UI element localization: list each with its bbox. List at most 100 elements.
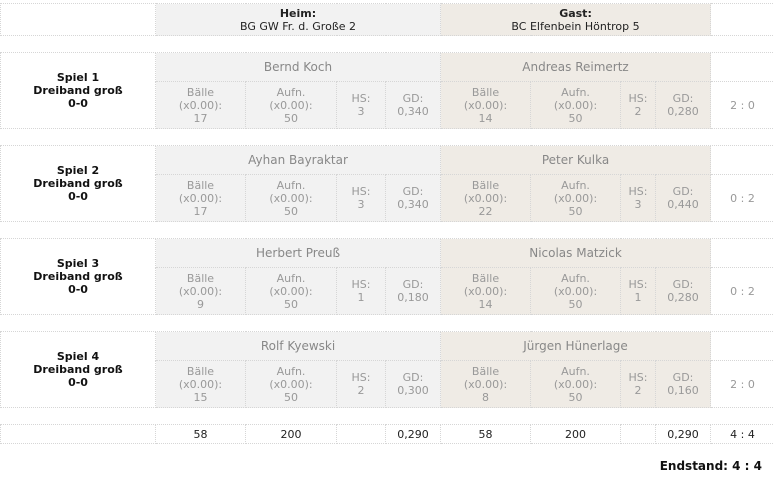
- gd-value: 0,440: [667, 198, 699, 211]
- totals-row: 58 200 0,290 58 200 0,290 4 : 4: [1, 425, 774, 444]
- game-title: Spiel 4: [57, 350, 99, 363]
- gd-label: GD:: [673, 185, 694, 198]
- home-gd: GD:0,340: [386, 82, 441, 129]
- balls-value: 22: [479, 205, 493, 218]
- spacer: [1, 315, 774, 332]
- game-result: 0 : 2: [711, 268, 774, 315]
- balls-value: 14: [479, 298, 493, 311]
- factor-label: (x0.00):: [554, 192, 597, 205]
- game-title: Spiel 3: [57, 257, 99, 270]
- home-innings: Aufn.(x0.00):50: [246, 82, 337, 129]
- home-gd: GD:0,340: [386, 175, 441, 222]
- gd-label: GD:: [673, 92, 694, 105]
- guest-gd: GD:0,280: [656, 82, 711, 129]
- factor-label: (x0.00):: [464, 378, 507, 391]
- innings-label: Aufn.: [561, 365, 590, 378]
- innings-value: 50: [284, 112, 298, 125]
- innings-label: Aufn.: [561, 272, 590, 285]
- home-balls: Bälle(x0.00):17: [156, 175, 246, 222]
- innings-label: Aufn.: [561, 86, 590, 99]
- home-team-header: Heim:BG GW Fr. d. Große 2: [156, 4, 441, 36]
- factor-label: (x0.00):: [179, 285, 222, 298]
- factor-label: (x0.00):: [179, 99, 222, 112]
- empty-cell: [711, 239, 774, 268]
- gd-value: 0,280: [667, 105, 699, 118]
- home-player-name: Bernd Koch: [156, 53, 441, 82]
- home-gd: GD:0,300: [386, 361, 441, 408]
- game-discipline: Dreiband groß: [33, 84, 122, 97]
- hs-label: HS:: [629, 185, 648, 198]
- home-innings: Aufn.(x0.00):50: [246, 268, 337, 315]
- gd-label: GD:: [403, 185, 424, 198]
- balls-label: Bälle: [472, 179, 499, 192]
- home-gd: GD:0,180: [386, 268, 441, 315]
- factor-label: (x0.00):: [269, 99, 312, 112]
- guest-team-name: BC Elfenbein Höntrop 5: [511, 20, 639, 33]
- hs-label: HS:: [629, 278, 648, 291]
- empty-cell: [711, 4, 774, 36]
- spacer-row: [1, 36, 774, 53]
- factor-label: (x0.00):: [269, 378, 312, 391]
- empty-cell: [711, 146, 774, 175]
- guest-total-balls: 58: [441, 425, 531, 444]
- spacer-row: [1, 129, 774, 146]
- home-total-innings: 200: [246, 425, 337, 444]
- gd-value: 0,300: [397, 384, 429, 397]
- balls-value: 17: [194, 112, 208, 125]
- innings-value: 50: [284, 391, 298, 404]
- team-header-row: Heim:BG GW Fr. d. Große 2 Gast:BC Elfenb…: [1, 4, 774, 36]
- guest-total-gd: 0,290: [656, 425, 711, 444]
- gd-label: GD:: [403, 92, 424, 105]
- factor-label: (x0.00):: [554, 378, 597, 391]
- guest-hs: HS:1: [621, 268, 656, 315]
- home-team-name: BG GW Fr. d. Große 2: [240, 20, 356, 33]
- total-result: 4 : 4: [711, 425, 774, 444]
- hs-label: HS:: [352, 371, 371, 384]
- gd-value: 0,340: [397, 198, 429, 211]
- home-innings: Aufn.(x0.00):50: [246, 175, 337, 222]
- innings-label: Aufn.: [561, 179, 590, 192]
- home-balls: Bälle(x0.00):15: [156, 361, 246, 408]
- gd-label: GD:: [403, 278, 424, 291]
- hs-value: 2: [635, 384, 642, 397]
- spacer-row: [1, 222, 774, 239]
- balls-label: Bälle: [472, 272, 499, 285]
- innings-value: 50: [284, 298, 298, 311]
- game-title: Spiel 2: [57, 164, 99, 177]
- innings-label: Aufn.: [277, 272, 306, 285]
- hs-value: 3: [358, 105, 365, 118]
- innings-label: Aufn.: [277, 365, 306, 378]
- guest-gd: GD:0,160: [656, 361, 711, 408]
- home-hs: HS:2: [337, 361, 386, 408]
- hs-value: 2: [635, 105, 642, 118]
- guest-innings: Aufn.(x0.00):50: [531, 82, 621, 129]
- factor-label: (x0.00):: [554, 285, 597, 298]
- balls-label: Bälle: [187, 272, 214, 285]
- innings-value: 50: [569, 391, 583, 404]
- spacer: [1, 222, 774, 239]
- match-report-table: Heim:BG GW Fr. d. Große 2 Gast:BC Elfenb…: [0, 3, 774, 444]
- guest-player-name: Jürgen Hünerlage: [441, 332, 711, 361]
- hs-label: HS:: [629, 92, 648, 105]
- empty-cell: [711, 53, 774, 82]
- empty-cell: [1, 4, 156, 36]
- game-title: Spiel 1: [57, 71, 99, 84]
- balls-value: 8: [482, 391, 489, 404]
- game-discipline: Dreiband groß: [33, 177, 122, 190]
- guest-hs: HS:2: [621, 82, 656, 129]
- hs-value: 2: [358, 384, 365, 397]
- home-player-name: Herbert Preuß: [156, 239, 441, 268]
- gd-value: 0,160: [667, 384, 699, 397]
- game-score: 0-0: [68, 283, 88, 296]
- hs-label: HS:: [352, 92, 371, 105]
- factor-label: (x0.00):: [464, 99, 507, 112]
- game-score: 0-0: [68, 376, 88, 389]
- empty-cell: [711, 332, 774, 361]
- guest-player-name: Andreas Reimertz: [441, 53, 711, 82]
- guest-balls: Bälle(x0.00):8: [441, 361, 531, 408]
